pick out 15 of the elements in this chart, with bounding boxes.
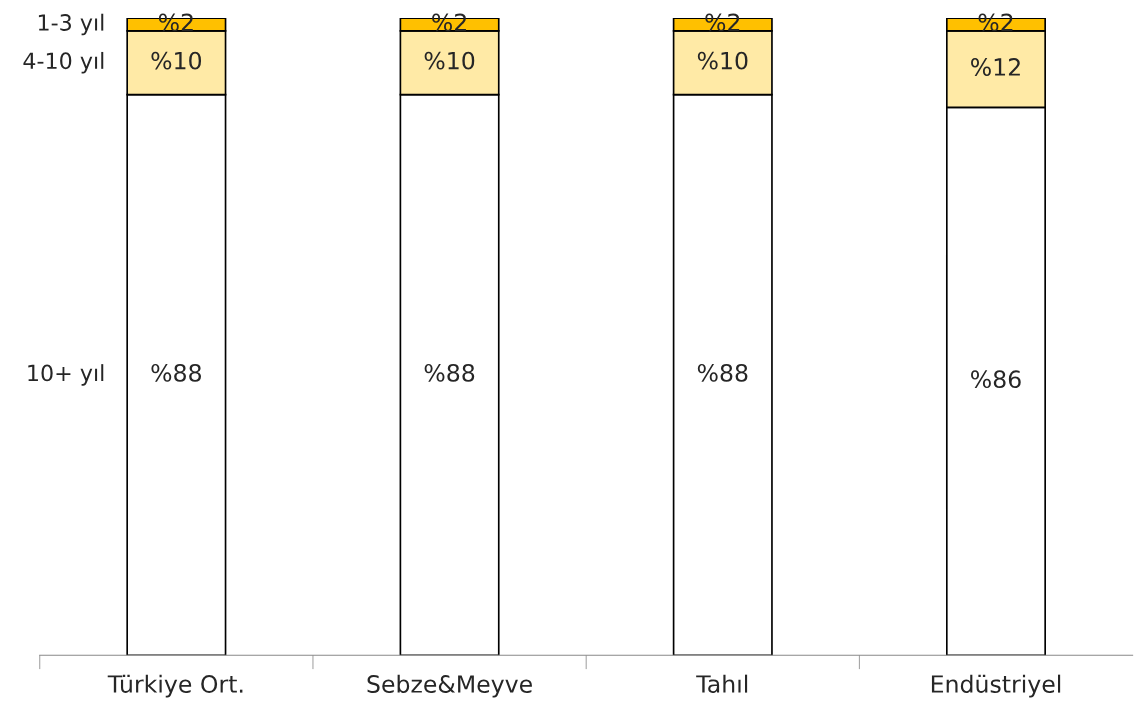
series-label: 4-10 yıl [23,51,104,74]
x-tick-label: Sebze&Meyve [367,674,532,698]
data-label: %86 [971,370,1021,389]
data-label: %12 [971,58,1020,76]
data-label: %88 [697,363,748,382]
data-label: %10 [424,51,475,70]
x-tick-label: Türkiye Ort. [107,674,243,698]
series-label: 10+ yıl [28,364,104,386]
series-label: 1-3 yıl [38,13,104,36]
data-label: %10 [697,51,748,70]
data-label: %88 [151,363,201,382]
data-label: %88 [424,363,475,382]
x-tick-label: Tahıl [696,674,748,693]
data-label: %10 [151,51,202,70]
x-tick-label: Endüstriyel [931,674,1061,698]
